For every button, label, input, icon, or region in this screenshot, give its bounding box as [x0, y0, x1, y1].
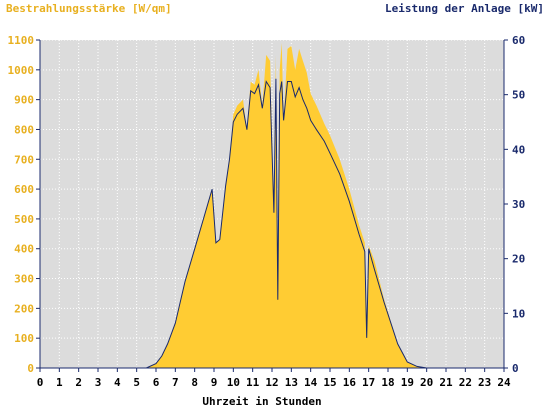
left-y-tick-label: 200 — [14, 302, 34, 315]
right-axis-title: Leistung der Anlage [kW] — [385, 2, 544, 15]
right-y-tick-label: 60 — [512, 34, 525, 47]
left-y-tick-label: 800 — [14, 123, 34, 136]
right-y-tick-label: 50 — [512, 89, 525, 102]
left-y-tick-label: 400 — [14, 243, 34, 256]
x-tick-label: 5 — [133, 376, 140, 389]
x-tick-label: 6 — [153, 376, 160, 389]
x-tick-label: 7 — [172, 376, 179, 389]
x-tick-label: 9 — [211, 376, 218, 389]
left-y-tick-label: 0 — [27, 362, 34, 375]
left-y-tick-label: 1000 — [8, 64, 35, 77]
right-y-tick-label: 10 — [512, 307, 525, 320]
left-y-tick-label: 500 — [14, 213, 34, 226]
right-y-tick-labels: 0 10 20 30 40 50 60 — [504, 34, 525, 375]
x-tick-label: 14 — [304, 376, 318, 389]
left-y-tick-label: 700 — [14, 153, 34, 166]
x-tick-label: 17 — [362, 376, 375, 389]
left-y-tick-label: 300 — [14, 273, 34, 286]
right-y-tick-label: 40 — [512, 143, 525, 156]
x-tick-label: 0 — [37, 376, 44, 389]
x-tick-label: 8 — [191, 376, 198, 389]
x-tick-label: 16 — [343, 376, 357, 389]
x-tick-label: 3 — [95, 376, 102, 389]
x-tick-label: 24 — [497, 376, 511, 389]
left-y-tick-label: 600 — [14, 183, 34, 196]
x-tick-label: 2 — [75, 376, 82, 389]
left-y-tick-label: 900 — [14, 94, 34, 107]
irradiance-area — [40, 43, 504, 368]
left-axis-title: Bestrahlungsstärke [W/qm] — [6, 2, 172, 15]
x-tick-label: 23 — [478, 376, 491, 389]
x-tick-label: 15 — [323, 376, 336, 389]
right-y-tick-label: 30 — [512, 198, 525, 211]
left-y-tick-labels: 0 100 200 300 400 500 600 700 800 900 1000 1100 — [8, 34, 40, 375]
power-line — [40, 78, 504, 369]
x-tick-label: 22 — [459, 376, 472, 389]
x-tick-label: 18 — [381, 376, 394, 389]
right-y-tick-label: 0 — [512, 362, 519, 375]
x-tick-label: 20 — [420, 376, 433, 389]
x-tick-label: 13 — [285, 376, 298, 389]
x-tick-label: 12 — [265, 376, 278, 389]
x-tick-label: 19 — [401, 376, 414, 389]
x-tick-label: 1 — [56, 376, 63, 389]
right-y-tick-label: 20 — [512, 253, 525, 266]
left-y-tick-label: 100 — [14, 332, 34, 345]
x-tick-label: 21 — [439, 376, 453, 389]
x-tick-label: 10 — [227, 376, 240, 389]
x-axis-title: Uhrzeit in Stunden — [202, 395, 321, 408]
x-tick-label: 11 — [246, 376, 260, 389]
x-tick-label: 4 — [114, 376, 121, 389]
left-y-tick-label: 1100 — [8, 34, 35, 47]
x-tick-labels: 0 1 2 3 4 5 6 7 8 9 10 11 12 13 14 15 16 17 18 19 20 21 22 23 24 — [37, 368, 511, 389]
